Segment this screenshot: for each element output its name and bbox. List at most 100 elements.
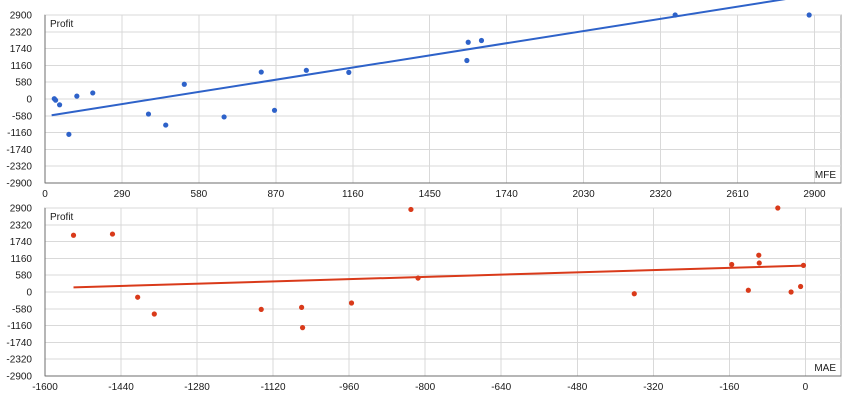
data-point xyxy=(151,311,157,317)
x-tick-labels: 0 290 580 870 1160 1450 1740 2030 2320 2610 2900 xyxy=(42,189,826,200)
trend-line xyxy=(51,0,786,117)
data-point xyxy=(775,205,781,211)
x-tick-label: -800 xyxy=(415,382,435,393)
data-point xyxy=(135,294,141,300)
data-point xyxy=(53,97,59,103)
data-point xyxy=(464,57,470,64)
gridlines xyxy=(44,14,841,184)
gridlines xyxy=(44,207,841,377)
data-point xyxy=(756,252,762,258)
x-tick-label: 1160 xyxy=(342,189,364,200)
y-tick-label: 2320 xyxy=(10,27,33,38)
y-tick-labels: 2900 2320 1740 1160 580 0 -580 -1160 -1740 -2320 -… xyxy=(6,204,32,383)
data-point xyxy=(346,69,352,75)
y-tick-label: -2900 xyxy=(6,179,32,190)
y-tick-label: 0 xyxy=(26,95,32,106)
trendline-layer xyxy=(73,264,804,289)
x-tick-label: 2030 xyxy=(573,189,596,200)
x-axis-label: MAE xyxy=(814,363,836,374)
data-point xyxy=(729,261,735,268)
x-axis-label: MFE xyxy=(815,170,836,181)
data-point xyxy=(806,12,812,18)
y-axis-label: Profit xyxy=(50,212,74,223)
x-tick-label: 1450 xyxy=(419,189,442,200)
x-tick-label: -320 xyxy=(643,382,663,393)
data-point xyxy=(163,122,169,128)
y-tick-label: -580 xyxy=(12,111,32,122)
y-tick-label: -2320 xyxy=(6,355,32,366)
y-tick-label: 0 xyxy=(26,288,32,299)
data-point xyxy=(181,81,187,87)
data-point xyxy=(800,262,807,268)
data-point xyxy=(478,37,485,44)
y-tick-label: -1740 xyxy=(6,338,32,349)
x-tick-label: 2610 xyxy=(726,189,749,200)
trend-line xyxy=(73,264,804,289)
data-point xyxy=(788,289,794,295)
x-tick-label: -1280 xyxy=(184,382,210,393)
data-point xyxy=(408,206,414,213)
x-tick-label: 2900 xyxy=(803,189,826,200)
data-point xyxy=(299,325,306,331)
data-point xyxy=(798,283,804,290)
x-tick-label: 290 xyxy=(114,189,131,200)
y-tick-label: 1740 xyxy=(10,237,33,248)
mae-profit-scatter-chart: 2900 2320 1740 1160 580 0 -580 -1160 -1740 -2320 -… xyxy=(6,204,842,393)
data-point xyxy=(109,231,116,237)
x-tick-label: -1440 xyxy=(108,382,134,393)
data-point xyxy=(415,275,421,281)
y-tick-label: -580 xyxy=(12,304,32,315)
x-tick-label: -160 xyxy=(719,382,739,393)
data-point xyxy=(465,39,471,45)
data-point xyxy=(672,12,678,18)
data-point xyxy=(66,131,72,137)
y-tick-label: -1160 xyxy=(7,321,32,332)
x-tick-label: -480 xyxy=(567,382,587,393)
data-points xyxy=(51,12,812,137)
data-point xyxy=(631,291,637,297)
data-point xyxy=(258,306,264,312)
y-tick-label: 2320 xyxy=(10,220,33,231)
data-point xyxy=(221,114,227,120)
x-tick-labels: -1600 -1440 -1280 -1120 -960 -800 -640 -480 -320… xyxy=(32,382,808,393)
x-tick-label: 0 xyxy=(42,189,48,200)
mfe-profit-scatter-chart: 29002320174011605800-580-1160-1740-2320-… xyxy=(6,0,842,200)
data-point xyxy=(348,300,355,306)
y-tick-label: -1160 xyxy=(7,128,32,139)
data-point xyxy=(303,67,309,73)
data-points xyxy=(70,205,807,331)
data-point xyxy=(745,287,751,293)
trendline-layer xyxy=(51,0,786,117)
x-tick-label: 0 xyxy=(803,382,809,393)
x-tick-label: -1120 xyxy=(261,382,286,393)
x-tick-label: -960 xyxy=(339,382,359,393)
y-axis-label: Profit xyxy=(50,19,74,30)
x-tick-label: -1600 xyxy=(32,382,58,393)
data-point xyxy=(70,232,77,238)
y-tick-label: 580 xyxy=(15,271,32,282)
x-tick-label: 870 xyxy=(267,189,284,200)
x-tick-label: -640 xyxy=(491,382,511,393)
data-point xyxy=(756,260,762,266)
y-tick-label: 1740 xyxy=(10,44,33,55)
data-point xyxy=(299,304,305,310)
y-tick-label: -2900 xyxy=(6,372,32,383)
x-tick-label: 2320 xyxy=(649,189,672,200)
y-tick-labels: 2900 2320 1740 1160 580 0 -580 -1160 -1740 -2320 -… xyxy=(6,11,32,190)
data-point xyxy=(258,69,264,75)
y-tick-label: 1160 xyxy=(10,61,32,72)
y-tick-label: 2900 xyxy=(10,204,33,215)
x-tick-label: 1740 xyxy=(496,189,519,200)
data-point xyxy=(56,102,63,108)
data-point xyxy=(271,107,278,113)
y-tick-label: -1740 xyxy=(6,145,32,156)
y-tick-label: 2900 xyxy=(10,11,33,22)
y-tick-label: -2320 xyxy=(6,162,32,173)
y-tick-label: 580 xyxy=(15,78,32,89)
data-point xyxy=(74,93,80,99)
x-tick-label: 580 xyxy=(191,189,208,200)
data-point xyxy=(90,90,96,96)
data-point xyxy=(145,111,152,117)
y-tick-label: 1160 xyxy=(10,254,32,265)
